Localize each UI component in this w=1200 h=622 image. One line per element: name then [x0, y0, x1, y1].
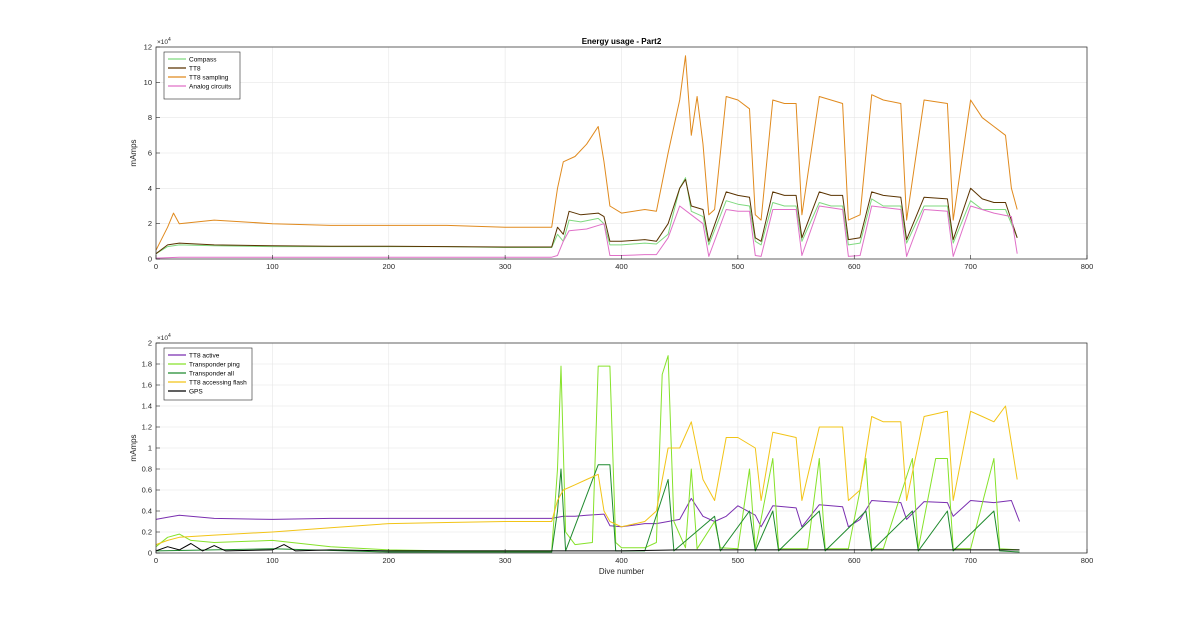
y-axis-label: mAmps	[129, 434, 138, 461]
series-line-tt8-sampling	[155, 55, 1018, 251]
legend-label: TT8 accessing flash	[189, 379, 247, 386]
legend-label: Transponder all	[189, 370, 234, 377]
legend-label: TT8 sampling	[189, 74, 229, 81]
legend-label: GPS	[189, 388, 203, 395]
legend-label: Transponder ping	[189, 361, 240, 368]
x-tick-label: 300	[499, 556, 512, 565]
y-tick-label: 4	[148, 184, 152, 193]
x-tick-label: 200	[382, 556, 395, 565]
x-tick-label: 500	[732, 262, 745, 271]
series-line-compass	[155, 177, 1018, 255]
x-tick-label: 800	[1081, 262, 1094, 271]
legend-label: TT8	[189, 65, 201, 72]
legend-label: TT8 active	[189, 352, 220, 359]
x-tick-label: 400	[615, 556, 628, 565]
series-line-tt8-active	[155, 497, 1020, 528]
y-tick-label: 0.8	[142, 465, 152, 474]
legend-box	[163, 51, 241, 100]
y-exponent-label: ×104	[157, 333, 171, 342]
y-tick-label: 1.2	[142, 423, 152, 432]
x-tick-label: 700	[964, 262, 977, 271]
y-tick-label: 0.6	[142, 486, 152, 495]
y-exponent-power: 4	[168, 333, 171, 339]
y-tick-label: 1.6	[142, 381, 152, 390]
y-tick-label: 0	[148, 549, 152, 558]
series-line-transponder-all	[155, 464, 1020, 553]
y-tick-label: 0.4	[142, 507, 152, 516]
x-tick-label: 0	[154, 262, 158, 271]
y-axis-label: mAmps	[129, 139, 138, 166]
x-tick-label: 600	[848, 556, 861, 565]
y-tick-label: 8	[148, 113, 152, 122]
x-tick-label: 700	[964, 556, 977, 565]
y-tick-label: 2	[148, 219, 152, 228]
y-exponent-power: 4	[168, 37, 171, 43]
y-exponent-label: ×104	[157, 37, 171, 46]
series-line-tt8-accessing-flash	[155, 405, 1018, 546]
legend: TT8 active Transponder ping Transponder al…	[163, 347, 253, 401]
y-tick-label: 6	[148, 149, 152, 158]
x-tick-label: 100	[266, 262, 279, 271]
series-line-tt8	[155, 179, 1018, 255]
y-tick-label: 1	[148, 444, 152, 453]
x-tick-label: 400	[615, 262, 628, 271]
y-tick-label: 10	[144, 78, 152, 87]
x-tick-label: 100	[266, 556, 279, 565]
chart-2: 0 100 200 300 400 500 600 700 800 0 0.2 0.4 0.6 0.8 1 1…	[129, 333, 1093, 576]
x-tick-label: 600	[848, 262, 861, 271]
x-axis-label: Dive number	[599, 567, 645, 576]
y-tick-label: 1.4	[142, 402, 152, 411]
y-tick-label: 1.8	[142, 360, 152, 369]
x-tick-label: 0	[154, 556, 158, 565]
y-tick-label: 2	[148, 339, 152, 348]
x-tick-label: 800	[1081, 556, 1094, 565]
x-tick-label: 500	[732, 556, 745, 565]
x-tick-label: 200	[382, 262, 395, 271]
chart-title: Energy usage - Part2	[582, 37, 662, 46]
x-tick-label: 300	[499, 262, 512, 271]
legend: Compass TT8 TT8 sampling Analog circuits	[163, 51, 241, 100]
legend-label: Compass	[189, 56, 217, 63]
y-tick-label: 12	[144, 43, 152, 52]
legend-label: Analog circuits	[189, 83, 232, 90]
chart-1: 0 100 200 300 400 500 600 700 800 0 2 4 6 8 10 12 ×104 mA…	[129, 37, 1093, 271]
y-tick-label: 0.2	[142, 528, 152, 537]
y-tick-label: 0	[148, 255, 152, 264]
series-line-analog-circuits	[155, 205, 1018, 259]
